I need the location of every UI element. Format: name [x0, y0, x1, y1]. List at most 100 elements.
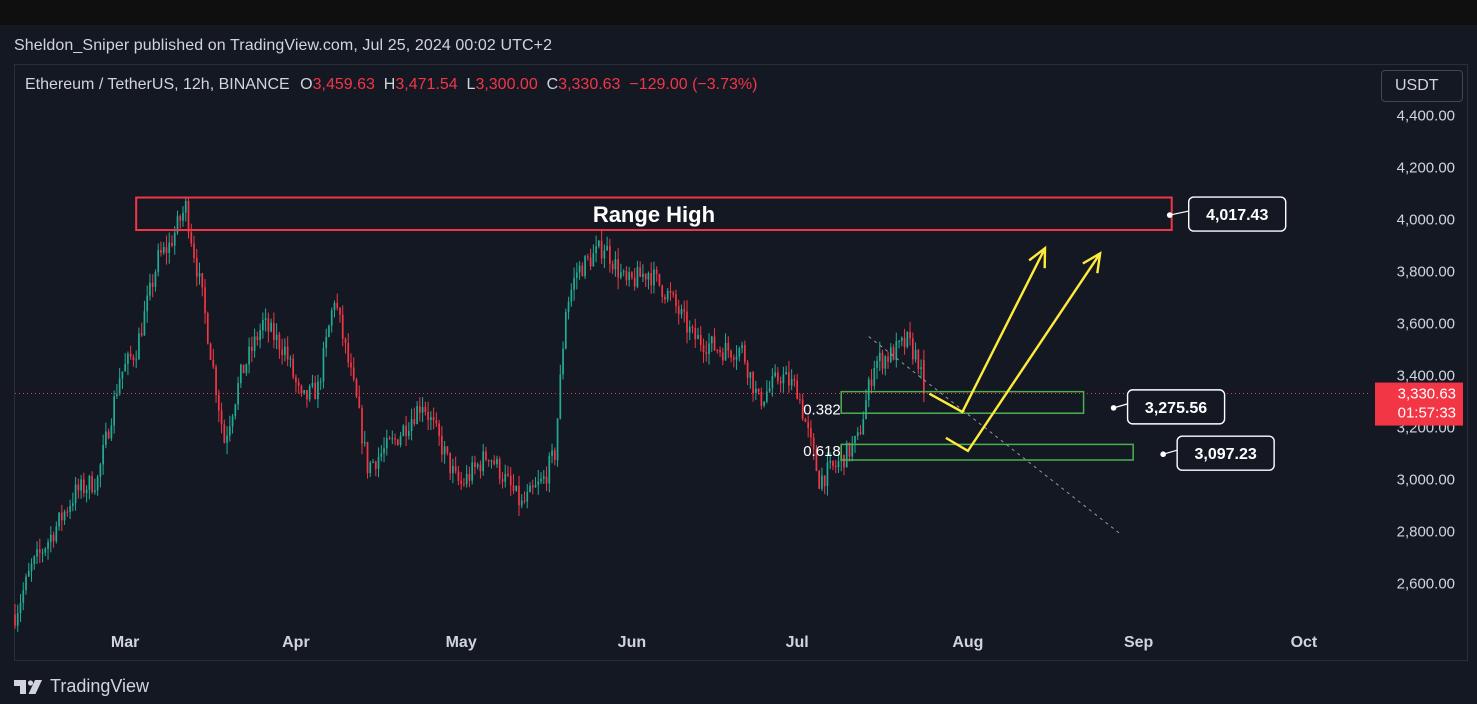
- candle-body: [91, 476, 93, 493]
- candle-body: [443, 446, 446, 455]
- candle-body: [41, 552, 44, 554]
- candle-body: [454, 466, 457, 472]
- x-tick-label: Jun: [618, 634, 646, 651]
- candle-body: [308, 386, 311, 400]
- candle-body: [223, 424, 226, 443]
- footer-brand[interactable]: TradingView: [14, 676, 149, 697]
- candle-body: [922, 360, 925, 394]
- candle-body: [713, 336, 716, 350]
- candle-body: [71, 503, 74, 506]
- candle-body: [730, 350, 732, 358]
- candle-body: [173, 232, 176, 246]
- candle-body: [622, 271, 625, 273]
- currency-button[interactable]: USDT: [1381, 70, 1463, 102]
- candle-body: [694, 327, 697, 340]
- last-price-value: 3,330.63: [1398, 386, 1456, 403]
- candle-body: [603, 250, 606, 259]
- candle-body: [311, 382, 314, 387]
- candle-body: [355, 379, 358, 397]
- candle-body: [669, 290, 672, 293]
- candle-body: [394, 438, 396, 440]
- candle-body: [586, 256, 589, 258]
- candle-body: [372, 461, 374, 463]
- ohlc-legend: Ethereum / TetherUS, 12h, BINANCE O3,459…: [25, 76, 757, 94]
- candle-body: [589, 257, 592, 267]
- candle-body: [832, 460, 834, 467]
- candle-body: [826, 462, 829, 487]
- candle-body: [275, 334, 278, 341]
- x-tick-label: Jul: [786, 634, 809, 651]
- candle-body: [113, 396, 116, 426]
- candle-body: [385, 438, 388, 449]
- candle-body: [567, 301, 570, 313]
- candle-body: [176, 216, 179, 233]
- candle-body: [44, 548, 47, 553]
- candle-body: [47, 542, 49, 549]
- candle-body: [790, 378, 793, 386]
- candle-body: [248, 346, 250, 365]
- candle-body: [763, 401, 765, 406]
- candle-body: [719, 350, 721, 353]
- candle-body: [834, 466, 837, 468]
- candle-body: [697, 334, 699, 340]
- candle-body: [127, 353, 129, 364]
- candle-body: [303, 390, 306, 394]
- candle-body: [405, 425, 407, 436]
- candle-body: [760, 391, 763, 406]
- candle-body: [498, 458, 501, 480]
- candle-body: [812, 437, 815, 450]
- fib-callout-1-leader: [1162, 449, 1178, 455]
- candle-body: [102, 444, 104, 465]
- candle-body: [796, 380, 799, 400]
- candle-body: [777, 372, 779, 382]
- candle-body: [735, 356, 738, 360]
- candle-body: [267, 318, 270, 332]
- candle-body: [716, 349, 719, 351]
- candle-body: [515, 485, 518, 491]
- change-value: −129.00 (−3.73%): [629, 76, 758, 93]
- y-tick-label: 2,600.00: [1397, 575, 1455, 592]
- candle-body: [545, 476, 548, 484]
- candle-body: [617, 259, 619, 278]
- candle-body: [884, 356, 887, 369]
- symbol-label[interactable]: Ethereum / TetherUS, 12h, BINANCE: [25, 76, 290, 93]
- candle-body: [479, 464, 482, 472]
- candle-body: [732, 357, 735, 360]
- candle-body: [625, 271, 628, 281]
- candle-body: [297, 382, 300, 386]
- candle-body: [702, 344, 705, 353]
- candle-body: [30, 563, 33, 572]
- candle-body: [286, 346, 289, 360]
- candle-body: [347, 342, 350, 363]
- candle-body: [49, 534, 52, 543]
- candle-body: [215, 366, 217, 395]
- candle-body: [743, 345, 746, 363]
- candle-body: [19, 602, 22, 614]
- candle-body: [333, 303, 336, 311]
- candle-body: [383, 448, 385, 454]
- candle-body: [234, 404, 237, 417]
- candle-body: [322, 348, 325, 382]
- candle-body: [377, 456, 380, 469]
- candle-body: [300, 385, 303, 394]
- candle-body: [900, 337, 903, 341]
- candle-body: [592, 253, 595, 267]
- candle-body: [369, 462, 372, 474]
- candle-body: [38, 549, 41, 553]
- candle-body: [463, 483, 465, 485]
- y-tick-label: 3,600.00: [1397, 316, 1455, 333]
- candle-body: [611, 263, 614, 270]
- candle-body: [60, 512, 63, 521]
- candle-body: [116, 394, 118, 397]
- candle-body: [746, 362, 749, 378]
- candle-body: [804, 418, 807, 422]
- candle-body: [330, 310, 333, 326]
- candle-body: [25, 576, 27, 591]
- tradingview-logo-icon: [14, 679, 42, 694]
- candle-body: [741, 345, 743, 349]
- candle-body: [664, 296, 666, 300]
- candle-body: [523, 500, 526, 502]
- candle-body: [289, 358, 292, 360]
- candle-body: [829, 460, 832, 463]
